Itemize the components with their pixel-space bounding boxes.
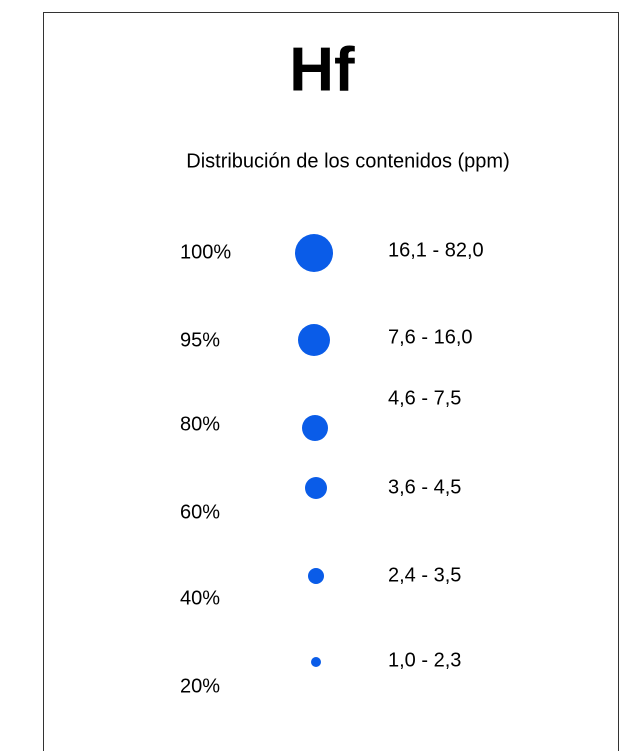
legend-frame [43,12,619,751]
legend-symbol [305,477,327,499]
range-label: 3,6 - 4,5 [388,476,461,498]
legend-symbol [298,324,330,356]
percent-label: 60% [180,501,220,523]
percent-label: 80% [180,413,220,435]
legend-symbol [308,568,324,584]
percent-label: 100% [180,241,231,263]
range-label: 1,0 - 2,3 [388,649,461,671]
range-label: 16,1 - 82,0 [388,239,484,261]
range-label: 7,6 - 16,0 [388,326,473,348]
legend-symbol [295,234,333,272]
legend-subtitle: Distribución de los contenidos (ppm) [186,150,510,172]
legend-symbol [302,415,328,441]
percent-label: 40% [180,587,220,609]
percent-label: 20% [180,675,220,697]
legend-title: Hf [289,35,355,104]
percent-label: 95% [180,329,220,351]
legend-symbol [311,657,321,667]
range-label: 4,6 - 7,5 [388,387,461,409]
range-label: 2,4 - 3,5 [388,564,461,586]
